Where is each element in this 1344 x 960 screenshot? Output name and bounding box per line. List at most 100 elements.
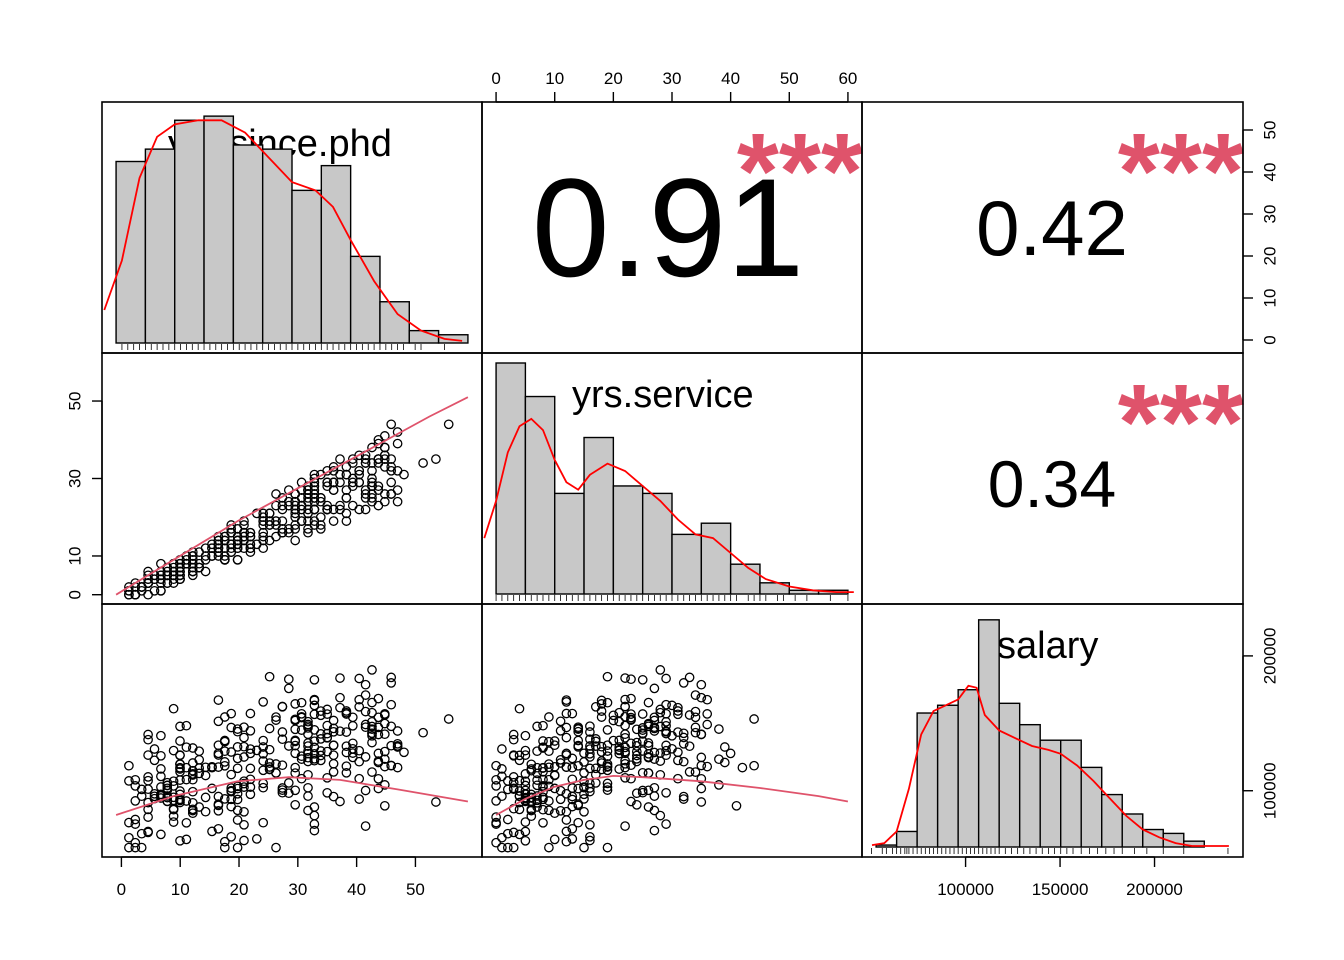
scatter-point: [322, 732, 333, 743]
scatter-point: [579, 794, 589, 804]
scatter-point: [168, 817, 179, 827]
scatter-point: [156, 750, 166, 761]
scatter-point: [555, 754, 566, 765]
scatter-point: [431, 454, 441, 464]
scatter-point: [149, 744, 160, 754]
scatter-point: [585, 763, 595, 774]
scatter-point: [130, 589, 141, 600]
scatter-point: [335, 673, 345, 683]
scatter-point: [245, 789, 256, 800]
scatter-point: [520, 785, 531, 796]
scatter-point: [631, 737, 642, 748]
scatter-point: [354, 794, 365, 804]
scatter-point: [130, 837, 141, 848]
scatter-point: [532, 721, 542, 732]
scatter-point: [341, 741, 352, 752]
scatter-point: [232, 724, 243, 734]
scatter-point: [561, 788, 572, 799]
tick-label: 50: [406, 880, 425, 899]
scatter-point: [749, 760, 759, 771]
scatter-point: [590, 763, 601, 774]
scatter-point: [690, 767, 701, 777]
scatter-point: [714, 724, 724, 734]
scatter-point: [661, 699, 671, 710]
scatter-point: [232, 535, 243, 546]
histogram-bar: [1039, 739, 1062, 848]
scatter-point: [226, 747, 237, 757]
scatter-point: [315, 734, 326, 744]
scatter-point: [596, 706, 607, 716]
scatter-point: [643, 785, 654, 796]
scatter-point: [418, 727, 428, 738]
scatter-point: [156, 570, 166, 581]
scatter-point: [303, 716, 313, 727]
scatter-point: [491, 812, 501, 822]
scatter-point: [561, 748, 572, 759]
scatter-point: [526, 804, 537, 815]
tick-label: 10: [65, 547, 84, 566]
scatter-point: [303, 723, 313, 733]
scatter-point: [585, 727, 595, 737]
axis-bottom-salary: 100000 150000 200000: [937, 856, 1183, 899]
scatter-point: [367, 737, 377, 748]
scatter-point: [614, 735, 625, 746]
scatter-point: [328, 723, 339, 734]
histogram-bar: [203, 115, 235, 344]
scatter-point: [124, 817, 134, 828]
scatter-point: [130, 781, 141, 791]
scatter-point: [620, 746, 630, 757]
significance-stars-phd-service: ***: [737, 110, 863, 231]
scatter-point: [194, 768, 205, 779]
scatter-point: [219, 836, 230, 847]
scatter-point: [631, 750, 642, 761]
tick-label: 60: [838, 69, 857, 88]
scatter-point: [544, 712, 554, 722]
scatter-point: [341, 469, 352, 480]
scatter-point: [207, 826, 217, 837]
histogram-bar: [583, 436, 615, 595]
scatter-point: [341, 767, 352, 778]
scatter-point: [508, 842, 519, 853]
axis-right-count: 0 10 20 30 40 50: [1242, 121, 1279, 345]
scatter-point: [637, 709, 648, 719]
scatter-point: [213, 748, 224, 759]
scatter-point: [175, 835, 185, 846]
scatter-point: [360, 679, 371, 690]
scatter-point: [290, 512, 301, 523]
scatter-point: [322, 772, 333, 783]
scatter-point: [290, 748, 301, 759]
scatter-phd-vs-salary: [115, 665, 469, 853]
scatter-point: [187, 774, 198, 785]
scatter-point: [296, 697, 307, 708]
scatter-point: [520, 835, 531, 846]
scatter-point: [354, 701, 365, 712]
scatter-point: [156, 574, 166, 585]
scatter-point: [335, 726, 345, 737]
scatter-point: [290, 699, 301, 709]
scatter-point: [283, 741, 294, 751]
scatter-point: [626, 693, 636, 704]
scatter-point: [283, 674, 294, 685]
scatter-point: [303, 746, 313, 756]
tick-label: 100000: [1260, 762, 1279, 819]
scatter-point: [354, 745, 365, 756]
scatter-point: [162, 785, 173, 796]
scatter-point: [614, 764, 625, 774]
scatter-point: [678, 678, 689, 688]
scatter-point: [136, 828, 147, 839]
histogram-bar: [1018, 723, 1041, 848]
scatter-point: [649, 754, 660, 764]
tick-label: 10: [545, 69, 564, 88]
loess-curve: [495, 774, 849, 816]
scatter-point: [322, 728, 333, 739]
scatter-point: [702, 761, 713, 772]
scatter-point: [258, 531, 269, 542]
scatter-point: [258, 756, 269, 766]
scatter-point: [673, 702, 683, 713]
scatter-point: [549, 736, 560, 746]
scatter-point: [271, 715, 281, 725]
scatter-point: [283, 778, 294, 788]
tick-label: 0: [491, 69, 500, 88]
scatter-point: [303, 748, 313, 759]
scatter-point: [696, 729, 707, 740]
